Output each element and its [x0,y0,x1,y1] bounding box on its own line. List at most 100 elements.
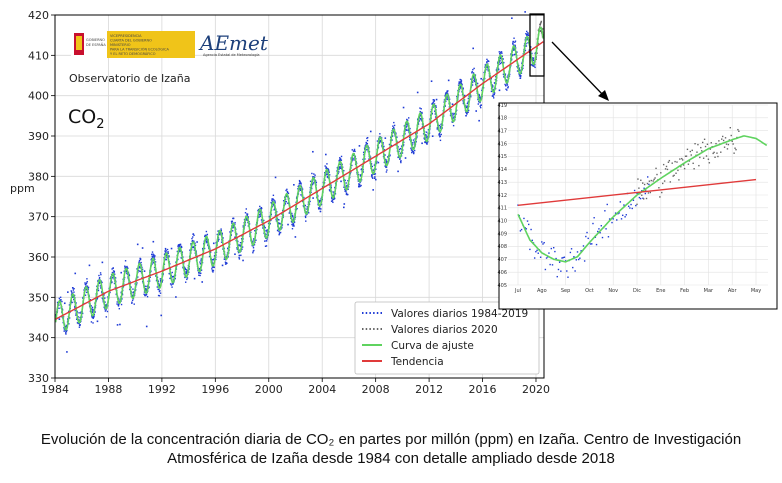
daily-point [366,149,368,151]
zoom-arrow-head [598,90,609,101]
daily-point [237,251,240,254]
daily-point-outlier [402,106,405,109]
daily-point [459,85,462,88]
daily-point [73,298,75,301]
daily-point [366,142,369,145]
inset-daily-point-2020 [679,158,681,160]
daily-point-outlier [234,253,236,256]
daily-point [199,261,201,263]
daily-point [171,271,173,274]
inset-daily-point [638,196,641,199]
daily-point [499,62,502,65]
daily-point [345,191,347,193]
inset-daily-point-2020 [636,203,638,206]
daily-point [84,282,86,284]
daily-point [467,97,470,100]
inset-daily-point-2020 [698,164,700,167]
daily-point [353,148,356,151]
daily-point [410,149,413,151]
daily-point [225,263,227,265]
inset-x-tick-label: Ago [537,288,547,294]
daily-point [66,329,68,332]
daily-point [152,253,154,255]
daily-point [241,248,243,250]
daily-point-outlier [58,318,61,320]
daily-point-outlier [145,325,148,328]
daily-point [276,229,279,232]
daily-point [514,44,516,46]
daily-point [333,198,335,200]
inset-x-tick-label: Jul [514,288,521,294]
daily-point [206,240,208,243]
daily-point [479,106,482,109]
daily-point [205,234,207,236]
inset-daily-point [643,187,645,189]
inset-daily-point-2020 [682,164,685,166]
daily-point [83,289,85,291]
daily-point [167,252,169,254]
inset-daily-point-2020 [662,163,665,166]
daily-point [277,219,279,221]
daily-point [169,283,172,285]
inset-daily-point-2020 [647,192,650,194]
daily-point [503,76,505,78]
daily-point [71,301,73,304]
inset-y-tick-label: 411 [497,206,507,212]
inset-daily-point-2020 [680,165,682,168]
daily-point [193,240,195,242]
daily-point [121,298,123,300]
daily-point [458,89,461,91]
inset-daily-point [629,207,631,209]
daily-point [138,259,141,262]
daily-point [184,276,186,279]
daily-point [362,171,365,173]
daily-point [286,195,288,198]
daily-point [514,40,517,42]
daily-point [287,202,289,204]
inset-daily-point-2020 [715,142,717,145]
daily-point [532,58,535,60]
daily-point [104,308,106,310]
daily-point [319,206,321,208]
daily-point [271,198,273,200]
daily-point-outlier [377,161,380,164]
daily-point [98,282,100,285]
daily-point [327,175,329,178]
daily-point [270,201,272,204]
daily-point-outlier [511,17,513,19]
inset-daily-point [614,212,617,214]
inset-daily-point-2020 [655,167,657,170]
daily-point [326,163,328,165]
daily-point [344,190,346,192]
daily-point [353,154,355,157]
daily-point [253,244,256,246]
daily-point [408,117,410,119]
daily-point [433,110,436,112]
daily-point [198,267,201,270]
inset-daily-point [528,223,530,226]
daily-point [167,251,169,253]
daily-point [146,295,149,298]
daily-point-outlier [325,153,327,156]
daily-point [376,140,379,142]
daily-point-2020 [540,20,543,23]
daily-point [452,124,455,127]
y-tick-label: 380 [28,170,49,183]
daily-point [432,101,435,103]
daily-point [416,136,418,138]
daily-point [290,220,293,223]
inset-y-tick-label: 417 [497,129,507,135]
daily-point [260,207,263,210]
daily-point-outlier [175,296,177,298]
daily-point [252,252,254,254]
daily-point [492,85,494,87]
daily-point [383,145,385,148]
main-data [54,11,545,353]
daily-point [291,228,294,230]
daily-point [93,315,95,318]
daily-point-outlier [294,236,297,238]
daily-point [514,45,517,47]
daily-point [482,79,484,81]
inset-daily-point-2020 [678,179,680,181]
inset-y-tick-label: 415 [497,154,507,160]
